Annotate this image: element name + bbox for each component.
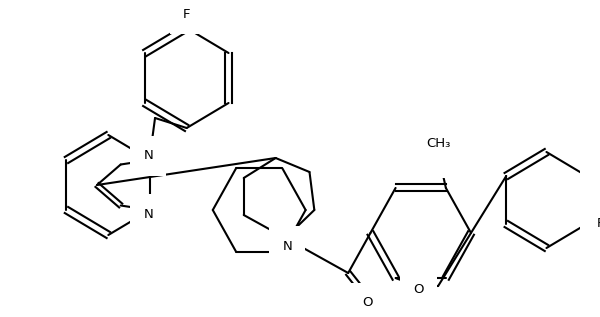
Text: CH₃: CH₃ bbox=[426, 138, 451, 151]
Text: O: O bbox=[433, 152, 443, 165]
Text: O: O bbox=[362, 296, 373, 309]
Text: F: F bbox=[596, 217, 600, 230]
Text: N: N bbox=[283, 240, 292, 253]
Text: N: N bbox=[143, 150, 153, 163]
Text: O: O bbox=[413, 282, 424, 295]
Text: N: N bbox=[143, 208, 153, 221]
Text: F: F bbox=[183, 8, 190, 21]
